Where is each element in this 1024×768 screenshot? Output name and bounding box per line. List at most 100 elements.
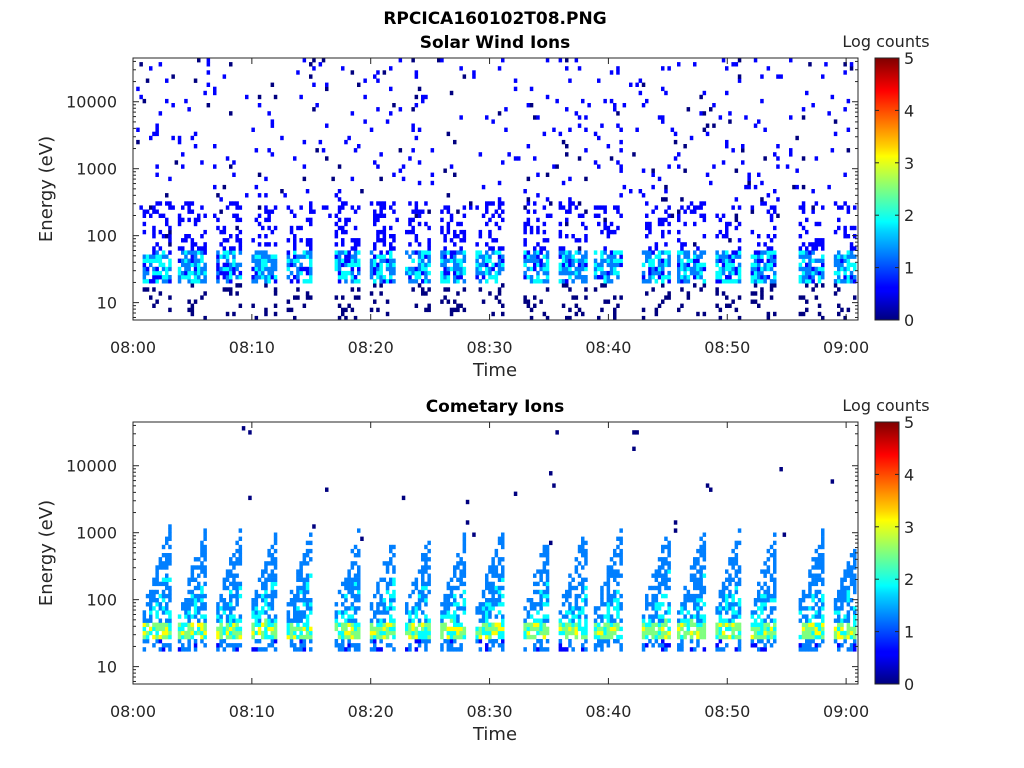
heatmap-cell xyxy=(833,283,838,288)
heatmap-cell xyxy=(382,606,387,611)
heatmap-cell xyxy=(849,647,854,652)
heatmap-cell xyxy=(769,258,774,263)
heatmap-cell xyxy=(699,275,703,280)
heatmap-cell xyxy=(481,258,486,263)
heatmap-cell xyxy=(251,254,255,259)
heatmap-cell xyxy=(494,614,499,619)
heatmap-cell xyxy=(718,258,723,263)
heatmap-cell xyxy=(411,589,415,595)
heatmap-cell xyxy=(385,262,390,268)
heatmap-cell xyxy=(334,618,339,623)
heatmap-cell xyxy=(155,614,159,619)
heatmap-cell xyxy=(549,540,553,546)
heatmap-cell xyxy=(337,279,342,284)
heatmap-cell xyxy=(257,593,262,599)
heatmap-cell xyxy=(619,618,623,623)
heatmap-cell xyxy=(376,234,380,239)
heatmap-cell xyxy=(523,189,527,194)
heatmap-cell xyxy=(686,610,691,615)
heatmap-cell xyxy=(699,577,703,582)
heatmap-cell xyxy=(430,180,435,186)
heatmap-cell xyxy=(459,593,463,599)
heatmap-cell xyxy=(821,536,825,541)
heatmap-cell xyxy=(581,626,585,632)
heatmap-cell xyxy=(667,279,671,284)
heatmap-cell xyxy=(174,160,179,165)
heatmap-cell xyxy=(622,184,627,190)
heatmap-cell xyxy=(155,123,159,128)
heatmap-cell xyxy=(488,581,492,587)
heatmap-cell xyxy=(382,279,387,284)
heatmap-cell xyxy=(251,630,255,636)
heatmap-cell xyxy=(446,205,451,210)
heatmap-cell xyxy=(341,626,345,632)
heatmap-cell xyxy=(293,242,297,247)
heatmap-cell xyxy=(664,593,668,599)
heatmap-cell xyxy=(337,630,342,636)
heatmap-cell xyxy=(229,262,233,268)
heatmap-cell xyxy=(190,634,195,640)
heatmap-cell xyxy=(840,626,844,632)
heatmap-cell xyxy=(801,275,806,280)
heatmap-cell xyxy=(488,610,492,615)
heatmap-cell xyxy=(584,602,588,607)
heatmap-cell xyxy=(734,573,739,578)
heatmap-cell xyxy=(421,98,425,104)
heatmap-cell xyxy=(497,66,502,71)
heatmap-cell xyxy=(449,647,454,652)
heatmap-cell xyxy=(337,164,342,169)
heatmap-cell xyxy=(357,279,361,284)
heatmap-cell xyxy=(273,303,278,308)
heatmap-cell xyxy=(584,626,588,632)
heatmap-cell xyxy=(728,111,732,116)
heatmap-cell xyxy=(411,279,415,284)
heatmap-cell xyxy=(721,262,726,268)
heatmap-cell xyxy=(741,160,745,165)
heatmap-cell xyxy=(526,634,531,640)
heatmap-cell xyxy=(353,315,358,321)
heatmap-cell xyxy=(654,630,659,636)
heatmap-cell xyxy=(200,250,204,255)
heatmap-cell xyxy=(302,58,307,63)
heatmap-cell xyxy=(389,548,393,554)
heatmap-cell xyxy=(766,626,771,632)
heatmap-cell xyxy=(296,569,300,574)
heatmap-cell xyxy=(337,266,342,272)
heatmap-cell xyxy=(782,532,787,537)
heatmap-cell xyxy=(165,577,169,582)
heatmap-cell xyxy=(184,622,188,627)
heatmap-cell xyxy=(485,258,489,263)
heatmap-cell xyxy=(657,221,662,227)
heatmap-cell xyxy=(165,201,169,206)
heatmap-cell xyxy=(696,254,700,259)
heatmap-cell xyxy=(427,246,431,251)
heatmap-cell xyxy=(232,614,236,619)
heatmap-cell xyxy=(369,639,374,644)
heatmap-cell xyxy=(613,258,617,263)
heatmap-cell xyxy=(273,225,278,231)
heatmap-cell xyxy=(680,643,684,648)
heatmap-cell xyxy=(382,201,387,206)
heatmap-cell xyxy=(529,602,534,607)
heatmap-cell xyxy=(462,606,467,611)
heatmap-cell xyxy=(203,569,207,574)
heatmap-cell xyxy=(846,127,851,132)
heatmap-cell xyxy=(773,532,777,537)
heatmap-cell xyxy=(257,94,262,100)
heatmap-cell xyxy=(536,172,540,177)
heatmap-cell xyxy=(161,553,166,558)
heatmap-cell xyxy=(853,581,857,587)
heatmap-cell xyxy=(440,614,444,619)
colorbar-tick-label: 0 xyxy=(904,311,914,330)
x-ticks: 08:00 08:10 08:20 08:30 08:40 08:50 09:00 xyxy=(110,422,869,721)
heatmap-cell xyxy=(302,164,307,169)
heatmap-cell xyxy=(485,266,489,272)
heatmap-cell xyxy=(565,626,569,632)
heatmap-cell xyxy=(849,565,854,570)
heatmap-cell xyxy=(385,610,390,615)
heatmap-cell xyxy=(821,262,825,268)
heatmap-cell xyxy=(609,614,614,619)
heatmap-cell xyxy=(814,634,819,640)
heatmap-cell xyxy=(273,565,278,570)
